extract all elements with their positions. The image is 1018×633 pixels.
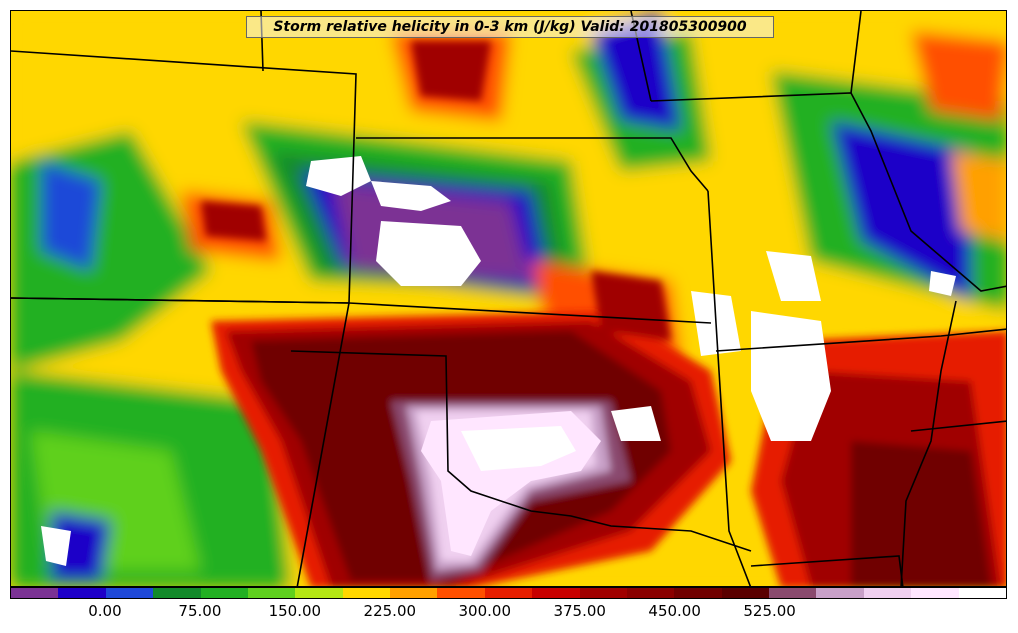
colorbar-swatch (579, 588, 627, 598)
colorbar-tick-label: 300.00 (458, 602, 512, 620)
field-peak-values (41, 156, 956, 566)
colorbar-swatch (721, 588, 769, 598)
colorbar-swatch (247, 588, 296, 598)
colorbar-swatch (58, 588, 106, 598)
colorbar-swatch (674, 588, 722, 598)
colorbar-swatch (532, 588, 580, 598)
colorbar-tick-label: 0.00 (88, 602, 122, 620)
colorbar-tick-label: 225.00 (363, 602, 417, 620)
colorbar-swatch (958, 588, 1006, 598)
colorbar-swatch (769, 588, 817, 598)
colorbar-swatch (816, 588, 864, 598)
colorbar (10, 587, 1007, 599)
colorbar-swatch (863, 588, 912, 598)
colorbar-swatch (153, 588, 201, 598)
colorbar-swatch (484, 588, 533, 598)
colorbar-swatch (105, 588, 154, 598)
colorbar-swatch (11, 588, 59, 598)
colorbar-tick-label: 525.00 (743, 602, 796, 620)
helicity-map (11, 11, 1006, 586)
colorbar-swatch (390, 588, 438, 598)
colorbar-swatch (342, 588, 390, 598)
colorbar-tick-label: 75.00 (178, 602, 222, 620)
colorbar-swatch (200, 588, 248, 598)
colorbar-swatch (626, 588, 675, 598)
colorbar-tick-label: 150.00 (268, 602, 322, 620)
colorbar-tick-label: 375.00 (553, 602, 606, 620)
colorbar-tick-label: 450.00 (648, 602, 701, 620)
map-title: Storm relative helicity in 0-3 km (J/kg)… (246, 16, 774, 38)
colorbar-swatch (295, 588, 343, 598)
map-panel (10, 10, 1007, 587)
colorbar-swatch (437, 588, 485, 598)
state-boundaries (11, 11, 1006, 586)
colorbar-swatch (911, 588, 959, 598)
